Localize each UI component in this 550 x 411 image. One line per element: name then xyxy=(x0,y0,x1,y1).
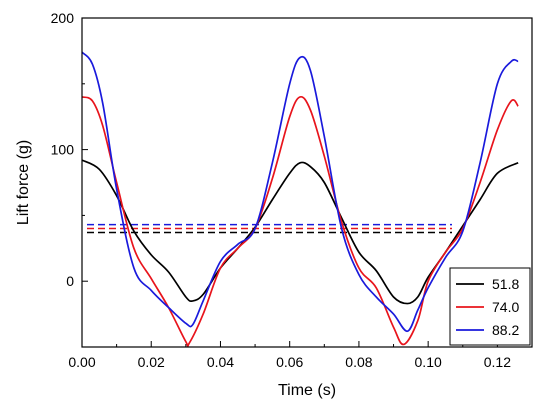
x-axis-title: Time (s) xyxy=(278,382,336,399)
legend-label-1: 74.0 xyxy=(492,299,519,315)
plot-frame xyxy=(81,17,533,348)
y-tick-label: 0 xyxy=(66,273,74,289)
legend: 51.8 74.0 88.2 xyxy=(449,267,531,346)
series-line-2 xyxy=(81,51,519,333)
x-tick-label: 0.06 xyxy=(276,354,303,370)
legend-label-0: 51.8 xyxy=(492,276,519,292)
series-line-1 xyxy=(81,95,519,348)
x-tick-label: 0.00 xyxy=(68,354,95,370)
x-tick-label: 0.04 xyxy=(207,354,234,370)
x-tick-label: 0.08 xyxy=(345,354,372,370)
y-tick-label: 100 xyxy=(51,142,75,158)
y-axis: 0 100 200 xyxy=(51,10,88,348)
x-tick-label: 0.02 xyxy=(138,354,165,370)
y-tick-label: 200 xyxy=(51,10,75,26)
y-axis-title: Lift force (g) xyxy=(15,140,32,225)
x-axis: 0.00 0.02 0.04 0.06 0.08 0.10 0.12 xyxy=(68,341,511,370)
plot-area xyxy=(81,51,519,348)
legend-label-2: 88.2 xyxy=(492,322,519,338)
x-tick-label: 0.10 xyxy=(415,354,442,370)
x-tick-label: 0.12 xyxy=(484,354,511,370)
